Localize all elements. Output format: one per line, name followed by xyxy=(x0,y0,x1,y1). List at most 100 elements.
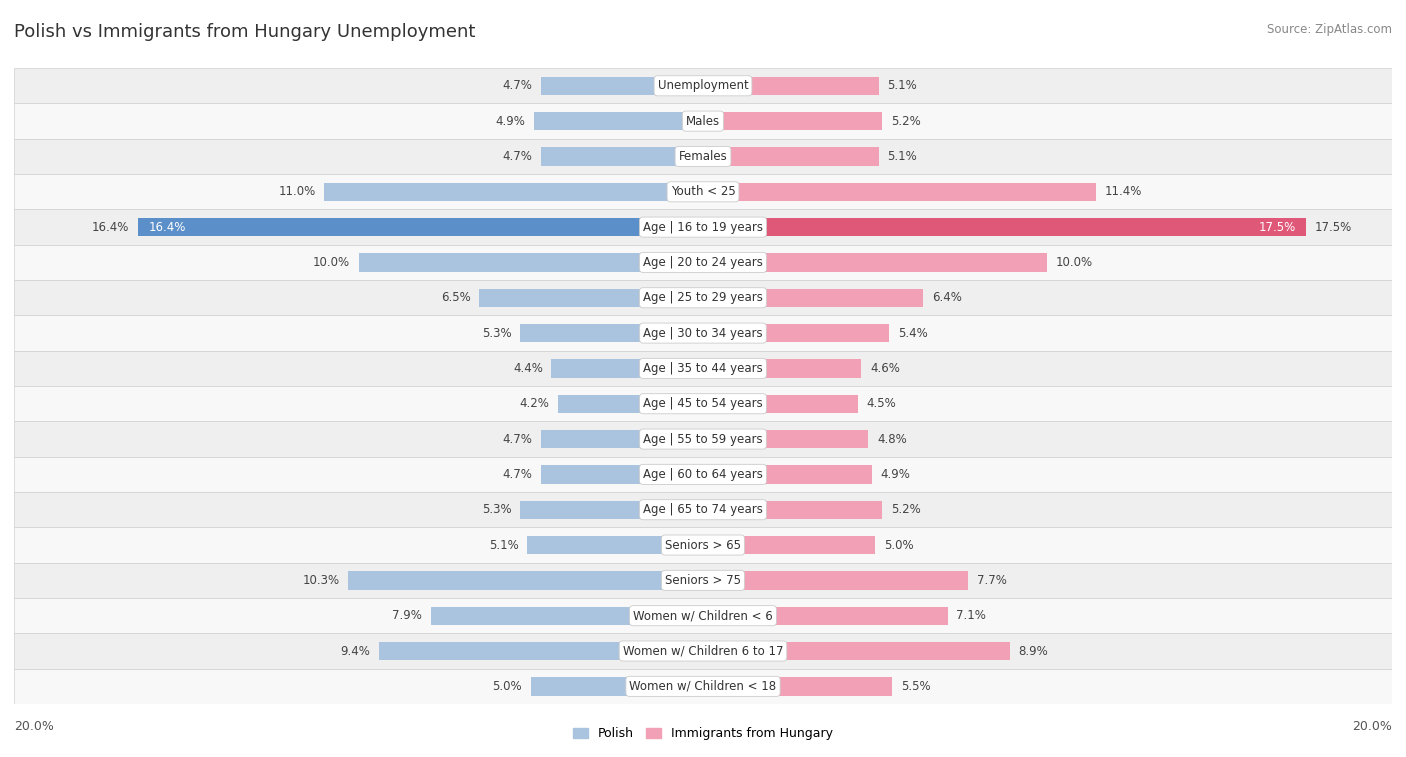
Text: Seniors > 65: Seniors > 65 xyxy=(665,538,741,552)
Text: 6.5%: 6.5% xyxy=(440,291,471,304)
Text: 5.0%: 5.0% xyxy=(884,538,914,552)
Text: 7.1%: 7.1% xyxy=(956,609,986,622)
Bar xyxy=(14,562,1392,598)
Bar xyxy=(14,316,1392,350)
Text: Unemployment: Unemployment xyxy=(658,79,748,92)
Text: 5.2%: 5.2% xyxy=(891,503,921,516)
Text: Youth < 25: Youth < 25 xyxy=(671,185,735,198)
Bar xyxy=(703,466,872,484)
Text: 4.6%: 4.6% xyxy=(870,362,900,375)
Bar xyxy=(558,394,703,413)
Bar xyxy=(520,324,703,342)
Bar xyxy=(541,148,703,166)
Text: 4.7%: 4.7% xyxy=(502,150,533,163)
Bar xyxy=(14,68,1392,104)
Text: Age | 65 to 74 years: Age | 65 to 74 years xyxy=(643,503,763,516)
Bar xyxy=(531,678,703,696)
Bar xyxy=(380,642,703,660)
Bar xyxy=(14,174,1392,210)
Bar xyxy=(703,112,882,130)
Text: 4.9%: 4.9% xyxy=(880,468,910,481)
Text: Age | 45 to 54 years: Age | 45 to 54 years xyxy=(643,397,763,410)
Bar xyxy=(349,572,703,590)
Text: Males: Males xyxy=(686,114,720,128)
Text: 5.3%: 5.3% xyxy=(482,503,512,516)
Bar xyxy=(703,288,924,307)
Bar xyxy=(551,360,703,378)
Text: 10.0%: 10.0% xyxy=(1056,256,1094,269)
Bar xyxy=(14,210,1392,245)
Bar xyxy=(703,572,969,590)
Bar xyxy=(703,642,1010,660)
Bar xyxy=(703,76,879,95)
Text: Source: ZipAtlas.com: Source: ZipAtlas.com xyxy=(1267,23,1392,36)
Bar xyxy=(14,456,1392,492)
Text: 4.7%: 4.7% xyxy=(502,468,533,481)
Text: 5.3%: 5.3% xyxy=(482,326,512,340)
Bar xyxy=(703,678,893,696)
Bar xyxy=(14,528,1392,562)
Bar xyxy=(14,634,1392,668)
Text: 10.3%: 10.3% xyxy=(302,574,340,587)
Text: 10.0%: 10.0% xyxy=(312,256,350,269)
Text: Women w/ Children 6 to 17: Women w/ Children 6 to 17 xyxy=(623,644,783,658)
Bar xyxy=(14,280,1392,316)
Text: 16.4%: 16.4% xyxy=(149,220,186,234)
Text: 4.4%: 4.4% xyxy=(513,362,543,375)
Text: Age | 30 to 34 years: Age | 30 to 34 years xyxy=(643,326,763,340)
Text: 4.7%: 4.7% xyxy=(502,79,533,92)
Text: Women w/ Children < 18: Women w/ Children < 18 xyxy=(630,680,776,693)
Text: Age | 55 to 59 years: Age | 55 to 59 years xyxy=(643,432,763,446)
Bar xyxy=(541,466,703,484)
Bar xyxy=(527,536,703,554)
Bar xyxy=(359,254,703,272)
Text: 4.9%: 4.9% xyxy=(496,114,526,128)
Text: 5.5%: 5.5% xyxy=(901,680,931,693)
Text: 4.7%: 4.7% xyxy=(502,432,533,446)
Text: 8.9%: 8.9% xyxy=(1018,644,1047,658)
Bar xyxy=(14,245,1392,280)
Bar xyxy=(14,492,1392,528)
Bar xyxy=(703,500,882,519)
Text: 20.0%: 20.0% xyxy=(1353,720,1392,734)
Text: 7.9%: 7.9% xyxy=(392,609,422,622)
Bar xyxy=(14,668,1392,704)
Text: 16.4%: 16.4% xyxy=(91,220,129,234)
Bar xyxy=(430,606,703,625)
Text: Age | 35 to 44 years: Age | 35 to 44 years xyxy=(643,362,763,375)
Text: Seniors > 75: Seniors > 75 xyxy=(665,574,741,587)
Bar xyxy=(479,288,703,307)
Text: 5.1%: 5.1% xyxy=(887,150,917,163)
Bar xyxy=(138,218,703,236)
Bar xyxy=(703,606,948,625)
Bar xyxy=(703,394,858,413)
Text: Women w/ Children < 6: Women w/ Children < 6 xyxy=(633,609,773,622)
Text: 9.4%: 9.4% xyxy=(340,644,371,658)
Text: 5.0%: 5.0% xyxy=(492,680,522,693)
Text: Females: Females xyxy=(679,150,727,163)
Bar xyxy=(703,148,879,166)
Text: 5.2%: 5.2% xyxy=(891,114,921,128)
Text: 7.7%: 7.7% xyxy=(977,574,1007,587)
Text: 11.0%: 11.0% xyxy=(278,185,315,198)
Text: 11.4%: 11.4% xyxy=(1104,185,1142,198)
Text: 4.2%: 4.2% xyxy=(520,397,550,410)
Bar xyxy=(541,76,703,95)
Bar xyxy=(534,112,703,130)
Bar xyxy=(703,182,1095,201)
Text: Age | 16 to 19 years: Age | 16 to 19 years xyxy=(643,220,763,234)
Text: Polish vs Immigrants from Hungary Unemployment: Polish vs Immigrants from Hungary Unempl… xyxy=(14,23,475,41)
Text: 5.1%: 5.1% xyxy=(489,538,519,552)
Text: 4.8%: 4.8% xyxy=(877,432,907,446)
Bar xyxy=(14,422,1392,456)
Text: 6.4%: 6.4% xyxy=(932,291,962,304)
Bar xyxy=(703,218,1306,236)
Bar xyxy=(520,500,703,519)
Text: Age | 60 to 64 years: Age | 60 to 64 years xyxy=(643,468,763,481)
Bar xyxy=(703,430,869,448)
Text: 5.1%: 5.1% xyxy=(887,79,917,92)
Bar xyxy=(703,254,1047,272)
Bar xyxy=(14,386,1392,422)
Text: Age | 20 to 24 years: Age | 20 to 24 years xyxy=(643,256,763,269)
Bar xyxy=(14,139,1392,174)
